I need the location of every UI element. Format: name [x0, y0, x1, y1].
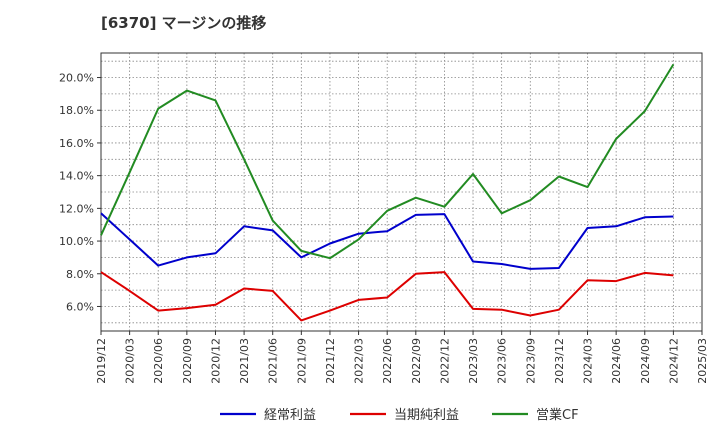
series-line	[100, 271, 674, 322]
x-tick-label: 2022/12	[438, 338, 451, 384]
series-lines	[100, 63, 675, 322]
x-tick-label: 2020/03	[124, 338, 137, 384]
y-axis: 6.0% 8.0% 10.0% 12.0% 14.0% 16.0% 18.0% 20.0%	[59, 72, 101, 313]
x-tick-label: 2020/12	[209, 338, 222, 384]
x-tick-label: 2021/09	[295, 338, 308, 384]
x-tick-label: 2024/06	[610, 338, 623, 384]
y-tick-label: 18.0%	[59, 104, 94, 117]
x-tick-label: 2020/06	[152, 338, 165, 384]
series-line	[100, 212, 674, 270]
x-tick-label: 2023/09	[524, 338, 537, 384]
x-tick-label: 2022/03	[353, 338, 366, 384]
x-tick-label: 2024/09	[639, 338, 652, 384]
x-tick-label: 2022/06	[381, 338, 394, 384]
grid	[101, 53, 702, 331]
x-tick-label: 2022/09	[410, 338, 423, 384]
x-tick-label: 2025/03	[696, 338, 709, 384]
y-tick-label: 8.0%	[66, 268, 94, 281]
x-tick-label: 2021/06	[267, 338, 280, 384]
x-tick-label: 2020/09	[181, 338, 194, 384]
y-tick-label: 16.0%	[59, 137, 94, 150]
y-tick-label: 6.0%	[66, 300, 94, 313]
x-tick-label: 2024/03	[582, 338, 595, 384]
legend-label: 経常利益	[264, 408, 316, 423]
x-tick-label: 2024/12	[667, 338, 680, 384]
x-tick-label: 2023/12	[553, 338, 566, 384]
y-tick-label: 10.0%	[59, 235, 94, 248]
chart-title: [6370] マージンの推移	[101, 14, 267, 32]
x-tick-label: 2021/12	[324, 338, 337, 384]
series-line	[100, 63, 675, 260]
legend-label: 営業CF	[536, 407, 579, 423]
x-tick-label: 2023/06	[496, 338, 509, 384]
x-tick-label: 2019/12	[95, 338, 108, 384]
x-axis: 2019/12 2020/03 2020/06 2020/09 2020/12 2021/…	[95, 331, 709, 384]
y-tick-label: 20.0%	[59, 72, 94, 85]
y-tick-label: 12.0%	[59, 202, 94, 215]
plot-frame	[100, 52, 703, 332]
x-tick-label: 2023/03	[467, 338, 480, 384]
x-tick-label: 2021/03	[238, 338, 251, 384]
legend: 経常利益 当期純利益 営業CF	[220, 407, 579, 423]
legend-label: 当期純利益	[394, 408, 459, 423]
y-tick-label: 14.0%	[59, 170, 94, 183]
